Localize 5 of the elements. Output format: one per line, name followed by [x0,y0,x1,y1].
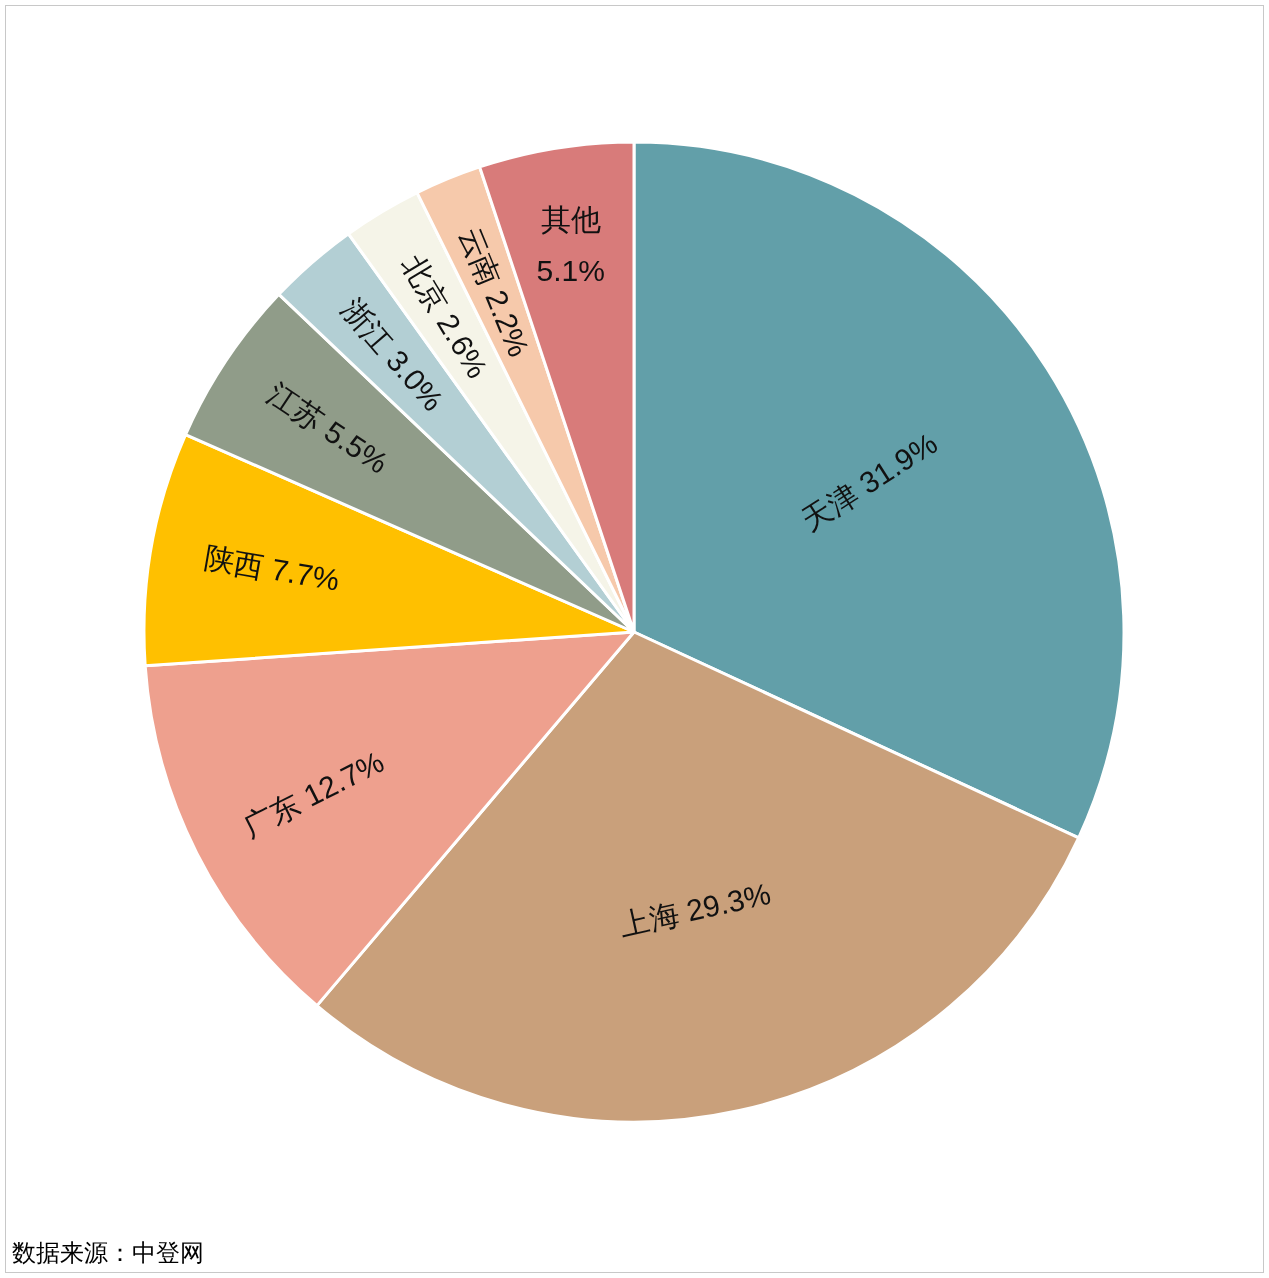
data-label: 5.1% [536,253,605,287]
source-note: 数据来源：中登网 [12,1239,204,1266]
slice-label: 上海 29.3% [616,876,774,943]
slice-label: 陕西 7.7% [201,540,342,597]
slice-label: 其他 [540,202,601,236]
